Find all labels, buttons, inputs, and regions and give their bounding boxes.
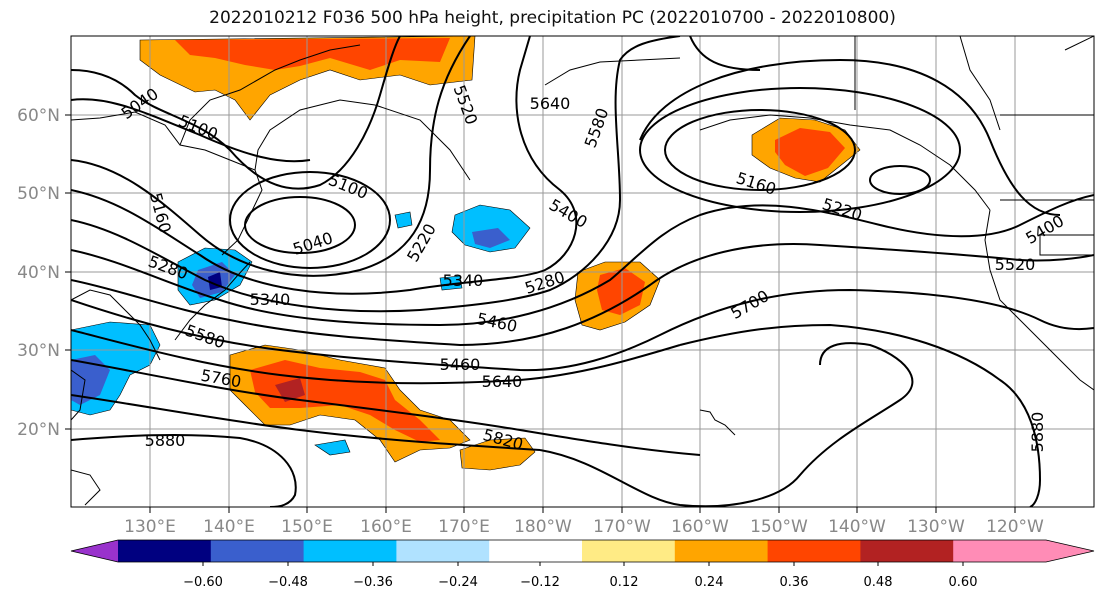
longitude-tick-label: 160°E xyxy=(360,517,412,537)
contour-label-text: 5640 xyxy=(530,94,571,113)
contour-label-text: 5880 xyxy=(1028,412,1047,453)
colorbar-segment xyxy=(210,540,305,562)
longitude-tick-label: 170°E xyxy=(438,517,490,537)
longitude-tick-label: 130°E xyxy=(124,517,176,537)
contour-label: 5520 xyxy=(995,255,1036,274)
colorbar-tick-labels: −0.60 −0.48 −0.36 −0.24 −0.12 0.12 0.24 0.36 0.4… xyxy=(183,562,977,590)
latitude-tick-label: 40°N xyxy=(17,263,60,283)
coastlines xyxy=(71,36,1094,506)
colorbar-extend-low xyxy=(71,540,118,562)
contour-label-text: 5520 xyxy=(995,255,1036,274)
contour-label: 5340 xyxy=(443,271,484,290)
latitude-tick-label: 20°N xyxy=(17,420,60,440)
colorbar-tick-label: 0.36 xyxy=(780,575,809,590)
colorbar-tick-label: −0.36 xyxy=(353,575,393,590)
contour-label-text: 5340 xyxy=(250,290,291,309)
colorbar-segment xyxy=(396,540,490,562)
colorbar-segment xyxy=(953,540,1047,562)
colorbar-tick-label: 0.12 xyxy=(610,575,639,590)
contour-label: 5340 xyxy=(250,290,291,309)
height-contours xyxy=(71,36,1094,507)
colorbar-segment xyxy=(303,540,397,562)
longitude-tick-label: 170°W xyxy=(593,517,651,537)
contour-label-text: 5460 xyxy=(440,355,481,374)
longitude-tick-label: 130°W xyxy=(907,517,965,537)
latitude-tick-label: 60°N xyxy=(17,106,60,126)
contour-label: 5640 xyxy=(482,372,523,391)
longitude-ticks: 130°E 140°E 150°E 160°E 170°E 180°W 170°W 160°W… xyxy=(124,507,1044,537)
colorbar-segment xyxy=(118,540,212,562)
colorbar-segment xyxy=(767,540,861,562)
contour-label: 5880 xyxy=(1028,412,1047,453)
contour-label: 5640 xyxy=(530,94,571,113)
latitude-tick-label: 50°N xyxy=(17,184,60,204)
contour-label-text: 5340 xyxy=(443,271,484,290)
colorbar-segment xyxy=(860,540,954,562)
colorbar-segment xyxy=(582,540,676,562)
contour-label-text: 5640 xyxy=(482,372,523,391)
contour-label: 5460 xyxy=(440,355,481,374)
colorbar-tick-label: −0.48 xyxy=(268,575,308,590)
latitude-tick-label: 30°N xyxy=(17,341,60,361)
colorbar-tick-label: −0.60 xyxy=(183,575,223,590)
contour-label: 5880 xyxy=(145,431,186,450)
colorbar xyxy=(70,539,1095,563)
colorbar-tick-label: 0.24 xyxy=(695,575,724,590)
longitude-tick-label: 160°W xyxy=(671,517,729,537)
colorbar-tick-label: −0.24 xyxy=(438,575,478,590)
colorbar-segment xyxy=(489,540,583,562)
longitude-tick-label: 120°W xyxy=(986,517,1044,537)
longitude-tick-label: 140°W xyxy=(828,517,886,537)
colorbar-tick-label: −0.12 xyxy=(520,575,560,590)
map-title: 2022010212 F036 500 hPa height, precipit… xyxy=(209,8,896,28)
colorbar-segment xyxy=(674,540,769,562)
colorbar-tick-label: 0.48 xyxy=(864,575,893,590)
colorbar-outline xyxy=(70,539,1095,563)
longitude-tick-label: 140°E xyxy=(203,517,255,537)
contour-label-text: 5880 xyxy=(145,431,186,450)
longitude-tick-label: 180°W xyxy=(514,517,572,537)
longitude-tick-label: 150°E xyxy=(281,517,333,537)
latitude-ticks: 20°N 30°N 40°N 50°N 60°N xyxy=(17,106,71,440)
colorbar-tick-label: 0.60 xyxy=(949,575,978,590)
colorbar-extend-high xyxy=(1046,540,1094,562)
longitude-tick-label: 150°W xyxy=(750,517,808,537)
